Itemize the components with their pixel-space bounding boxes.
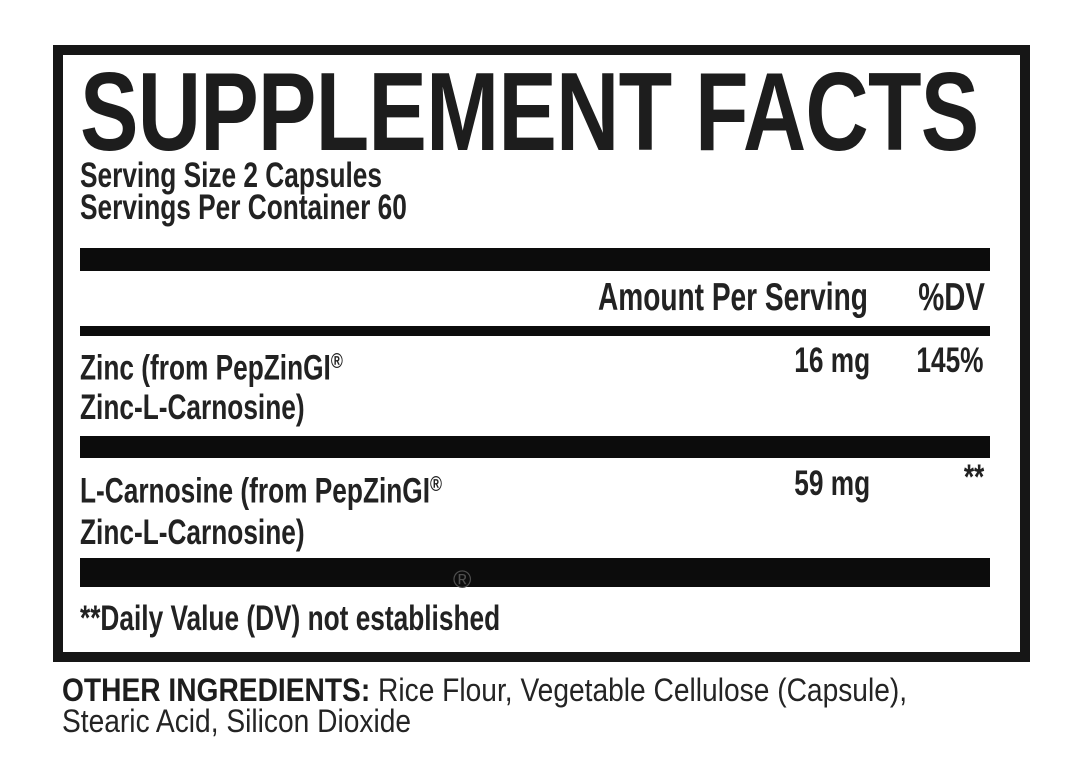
nutrient-name-text: L-Carnosine (from PepZinGI <box>80 471 431 511</box>
registered-mark: ® <box>430 471 443 496</box>
other-ingredients-text: OTHER INGREDIENTS: Rice Flour, Vegetable… <box>62 672 1021 739</box>
registered-mark-icon: ® <box>453 566 472 594</box>
divider-rule-under-headers <box>80 326 990 336</box>
other-ingredients-line2: Stearic Acid, Silicon Dioxide <box>62 702 412 739</box>
nutrient-amount-lcarnosine: 59 mg <box>794 464 870 503</box>
serving-size-text: Serving Size 2 Capsules <box>80 156 383 195</box>
nutrient-name-text: Zinc (from PepZinGI <box>80 348 331 388</box>
nutrient-dv-lcarnosine: ** <box>963 458 984 497</box>
nutrient-name-lcarnosine-line1: L-Carnosine (from PepZinGI® <box>80 466 442 508</box>
column-header-percent-dv: %DV <box>918 276 985 319</box>
divider-bar-middle <box>80 436 990 458</box>
divider-bar-top <box>80 248 990 271</box>
column-header-amount-per-serving: Amount Per Serving <box>598 276 868 319</box>
divider-bar-bottom <box>80 558 990 587</box>
daily-value-footnote: **Daily Value (DV) not established <box>80 599 501 638</box>
supplement-facts-panel: SUPPLEMENT FACTS Serving Size 2 Capsules… <box>53 45 1030 662</box>
panel-title: SUPPLEMENT FACTS <box>80 50 979 174</box>
nutrient-name-zinc-line1: Zinc (from PepZinGI® <box>80 343 343 385</box>
other-ingredients-label: OTHER INGREDIENTS: <box>62 672 371 708</box>
servings-per-container-text: Servings Per Container 60 <box>80 188 407 227</box>
nutrient-name-lcarnosine-line2: Zinc-L-Carnosine) <box>80 513 305 552</box>
nutrient-dv-zinc: 145% <box>916 341 984 380</box>
nutrient-amount-zinc: 16 mg <box>794 341 870 380</box>
nutrient-name-zinc-line2: Zinc-L-Carnosine) <box>80 388 305 427</box>
other-ingredients-line1: Rice Flour, Vegetable Cellulose (Capsule… <box>370 672 908 708</box>
registered-mark: ® <box>330 348 343 373</box>
